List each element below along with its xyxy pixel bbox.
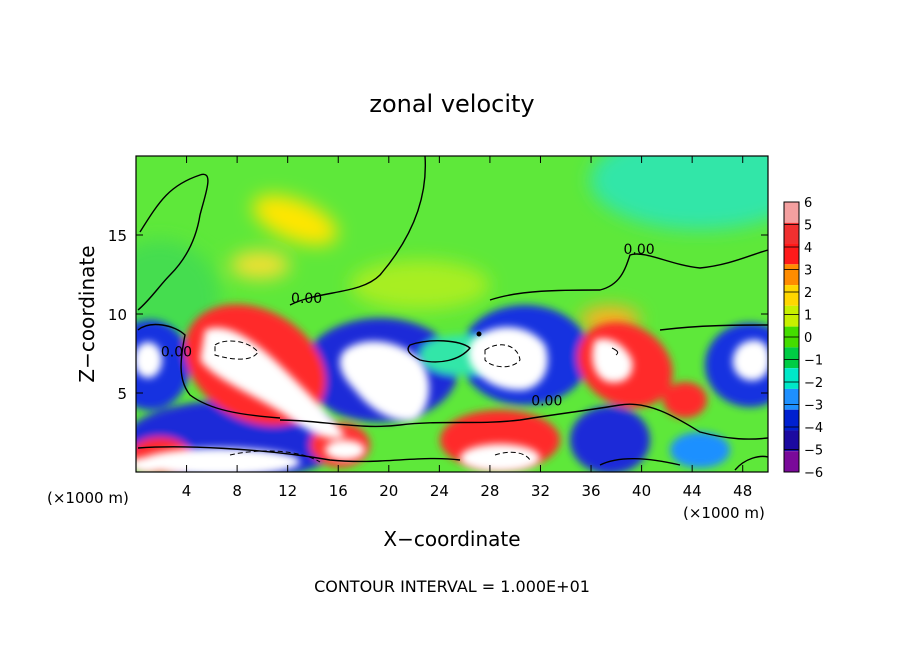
- colorbar-swatch: [784, 347, 799, 369]
- x-tick-label: 28: [480, 482, 499, 500]
- contour-labels: 0.00 0.00 0.00 0.00: [161, 242, 655, 410]
- colorbar-label: 6: [804, 196, 812, 211]
- colorbar-label: −5: [804, 444, 823, 459]
- contour-interval-note: CONTOUR INTERVAL = 1.000E+01: [314, 577, 590, 596]
- colorbar-label: 0: [804, 331, 812, 346]
- x-axis-label: X−coordinate: [383, 527, 520, 551]
- contour-label: 0.00: [623, 242, 654, 258]
- x-tick-label: 36: [581, 482, 600, 500]
- colorbar-label: 5: [804, 219, 812, 234]
- x-tick-label: 48: [733, 482, 752, 500]
- colorbar-swatch: [784, 222, 799, 244]
- x-tick-label: 44: [683, 482, 702, 500]
- y-axis-ticks: 5 10 15: [108, 227, 768, 403]
- contour-label: 0.00: [161, 345, 192, 361]
- x-tick-label: 8: [232, 482, 242, 500]
- colorbar-swatch: [784, 285, 799, 306]
- colorbar-swatch: [784, 264, 799, 286]
- y-tick-label: 10: [108, 306, 127, 324]
- colorbar: 6 5 4 3 2 1 0 −1 −2 −3 −4 −5 −6: [783, 196, 823, 481]
- x-tick-label: 4: [182, 482, 192, 500]
- x-tick-label: 24: [430, 482, 449, 500]
- chart-title: zonal velocity: [369, 90, 534, 118]
- x-tick-label: 40: [632, 482, 651, 500]
- colorbar-label: −2: [804, 376, 823, 391]
- colorbar-swatch: [784, 409, 799, 431]
- colorbar-label: 1: [804, 309, 812, 324]
- x-axis-ticks: 4 8 12 16 20 24 28 32 36 40 44 48: [182, 156, 752, 500]
- contour-label: 0.00: [531, 394, 562, 410]
- colorbar-swatch: [784, 451, 799, 472]
- colorbar-label: 2: [804, 286, 812, 301]
- zero-contours: [137, 156, 768, 471]
- colorbar-swatch: [784, 368, 799, 389]
- x-tick-label: 32: [531, 482, 550, 500]
- negative-contours: [214, 340, 531, 463]
- colorbar-swatch: [784, 202, 799, 223]
- x-tick-label: 12: [278, 482, 297, 500]
- y-tick-label: 15: [108, 227, 127, 245]
- x-units-right: (×1000 m): [683, 504, 765, 522]
- colorbar-label: −3: [804, 399, 823, 414]
- x-units-left: (×1000 m): [47, 489, 129, 507]
- colorbar-label: 4: [804, 241, 812, 256]
- colorbar-label: −1: [804, 354, 823, 369]
- colorbar-swatch: [784, 305, 799, 327]
- colorbar-label: −4: [804, 421, 823, 436]
- velocity-field: [136, 156, 768, 472]
- y-axis-label: Z−coordinate: [75, 245, 99, 382]
- contour-label: 0.00: [291, 291, 322, 307]
- colorbar-label: −6: [804, 466, 823, 481]
- x-tick-label: 20: [379, 482, 398, 500]
- colorbar-label: 3: [804, 264, 812, 279]
- x-tick-label: 16: [329, 482, 348, 500]
- colorbar-swatch: [784, 430, 799, 452]
- colorbar-swatch: [784, 388, 799, 410]
- colorbar-swatch: [784, 243, 799, 265]
- y-tick-label: 5: [117, 385, 127, 403]
